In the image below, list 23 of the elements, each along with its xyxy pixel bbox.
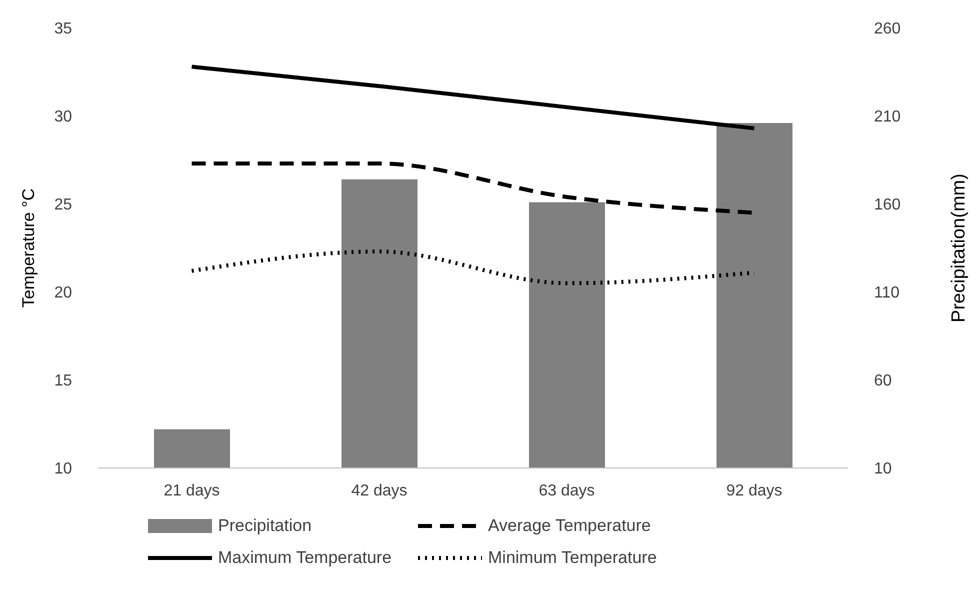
legend-label: Precipitation	[218, 516, 312, 536]
y-tick-label: 35	[54, 20, 72, 38]
legend-label: Average Temperature	[488, 516, 651, 536]
y-tick-label: 30	[54, 108, 72, 126]
y-axis-title: Temperature °C	[19, 188, 38, 308]
y2-tick-label: 210	[874, 108, 901, 126]
y-tick-label: 20	[54, 284, 72, 302]
x-tick-label: 42 days	[351, 482, 408, 500]
x-tick-label: 21 days	[164, 482, 220, 500]
y-tick-label: 10	[54, 460, 72, 478]
legend-label: Minimum Temperature	[488, 548, 657, 568]
y2-tick-label: 110	[874, 284, 900, 302]
y2-tick-label: 10	[874, 460, 892, 478]
x-tick-label: 92 days	[726, 482, 782, 500]
y2-tick-label: 260	[874, 20, 901, 38]
legend-label: Maximum Temperature	[218, 548, 392, 568]
line-series	[190, 64, 756, 130]
y-tick-label: 15	[54, 372, 72, 390]
x-tick-label: 63 days	[538, 482, 595, 500]
y-tick-label: 25	[54, 196, 72, 214]
y2-tick-label: 160	[874, 196, 901, 214]
y2-tick-label: 60	[874, 372, 892, 390]
line-series	[190, 250, 756, 286]
